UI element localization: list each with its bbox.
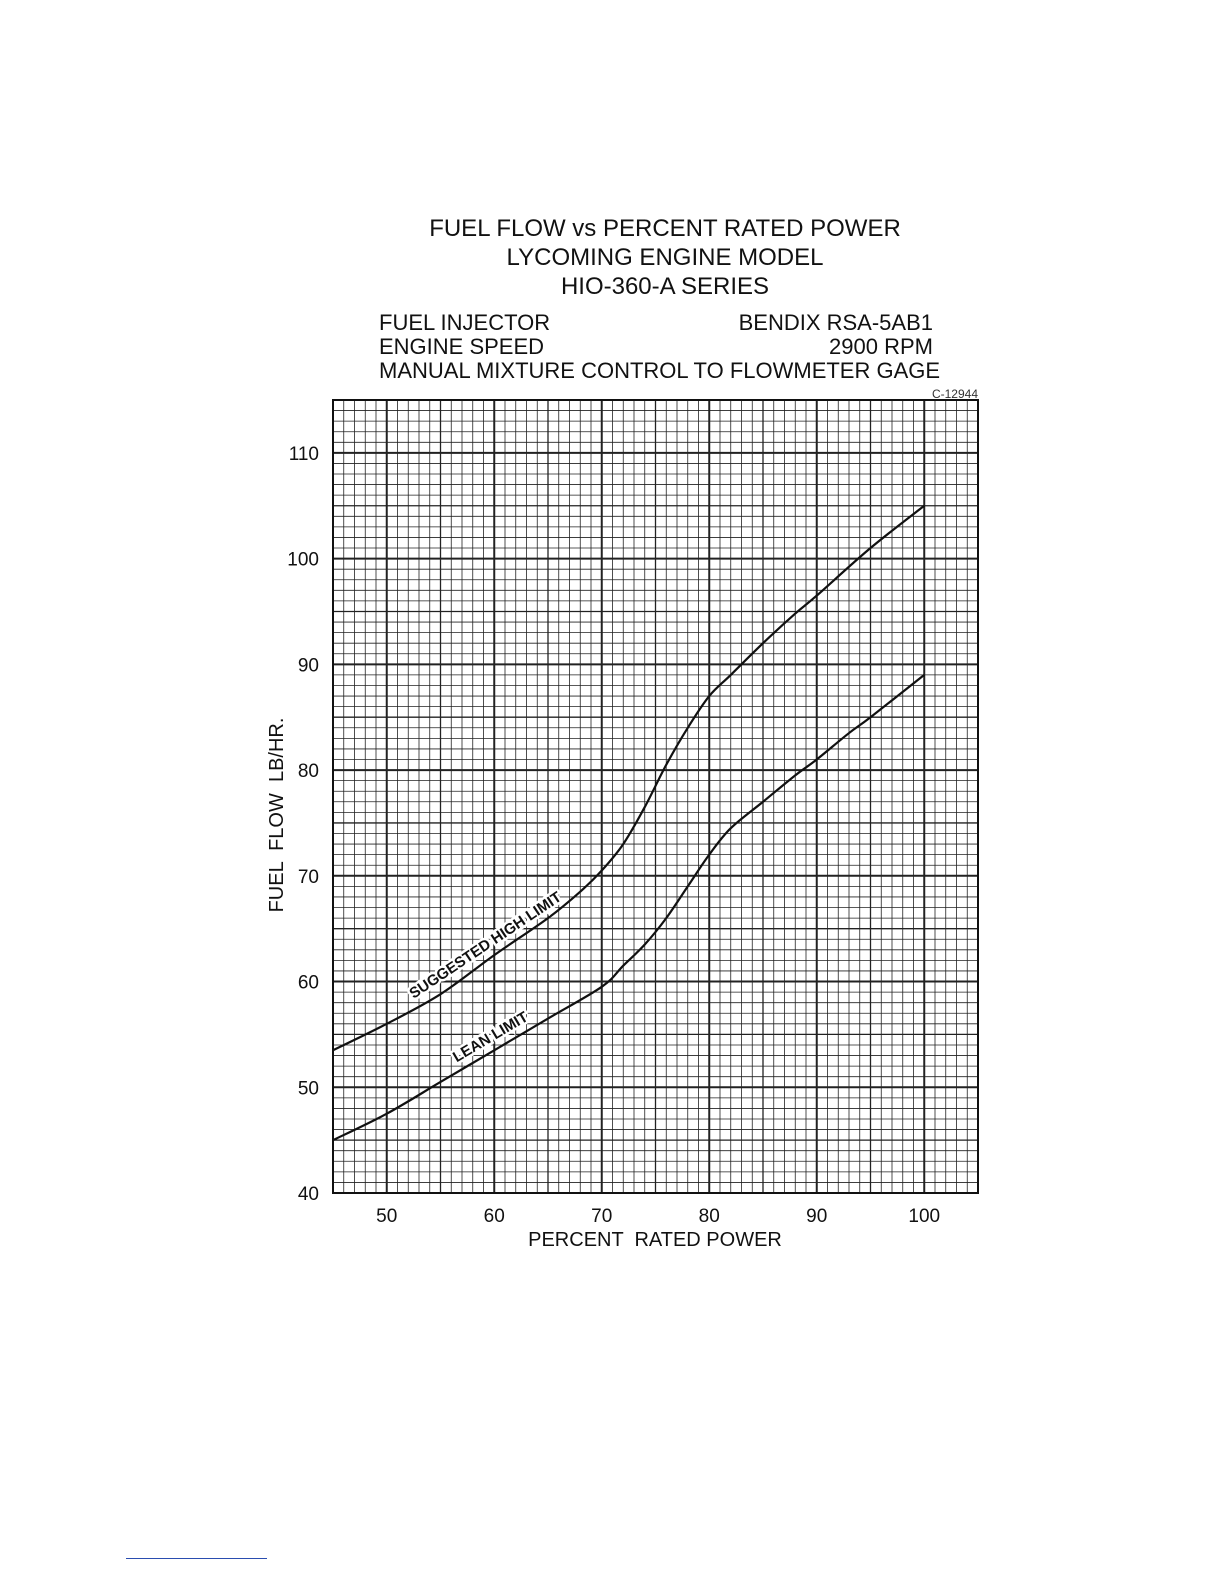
y-tick-label: 80 xyxy=(298,761,319,782)
x-tick-label: 80 xyxy=(699,1206,720,1227)
x-tick-label: 60 xyxy=(484,1206,505,1227)
engine-model-title: LYCOMING ENGINE MODEL xyxy=(506,244,824,271)
x-tick-label: 70 xyxy=(591,1206,612,1227)
chart-title: FUEL FLOW vs PERCENT RATED POWER xyxy=(429,215,901,242)
fuel-injector-value: BENDIX RSA-5AB1 xyxy=(738,310,933,335)
y-tick-label: 110 xyxy=(289,444,319,465)
y-axis-label: FUEL FLOW LB/HR. xyxy=(266,718,288,913)
engine-speed-value: 2900 RPM xyxy=(829,334,933,359)
engine-speed-label: ENGINE SPEED xyxy=(379,334,545,359)
footnote-divider xyxy=(126,1558,267,1559)
x-tick-label: 50 xyxy=(376,1206,397,1227)
x-axis-label: PERCENT RATED POWER xyxy=(528,1229,782,1251)
y-tick-label: 60 xyxy=(298,973,319,994)
y-tick-label: 70 xyxy=(298,867,319,888)
y-tick-label: 100 xyxy=(287,550,319,571)
x-tick-label: 90 xyxy=(806,1206,827,1227)
chart-grid xyxy=(332,399,979,1194)
series-label-suggested-high-limit: SUGGESTED HIGH LIMIT xyxy=(406,889,564,1003)
chart-id-label: C-12944 xyxy=(932,387,978,401)
y-tick-label: 90 xyxy=(298,655,319,676)
mixture-control-note: MANUAL MIXTURE CONTROL TO FLOWMETER GAGE xyxy=(379,358,941,383)
y-tick-label: 50 xyxy=(298,1078,319,1099)
engine-series-title: HIO-360-A SERIES xyxy=(560,273,770,300)
fuel-injector-label: FUEL INJECTOR xyxy=(379,310,551,335)
series-line-lean-limit xyxy=(332,674,925,1142)
x-tick-label: 100 xyxy=(908,1206,940,1227)
series-line-suggested-high-limit xyxy=(332,504,925,1052)
y-tick-label: 40 xyxy=(298,1184,319,1205)
axis-ticks: 50 60 70 80 90 100 40 50 60 70 80 90 100 110 xyxy=(287,444,940,1227)
plot-frame xyxy=(332,399,979,1194)
